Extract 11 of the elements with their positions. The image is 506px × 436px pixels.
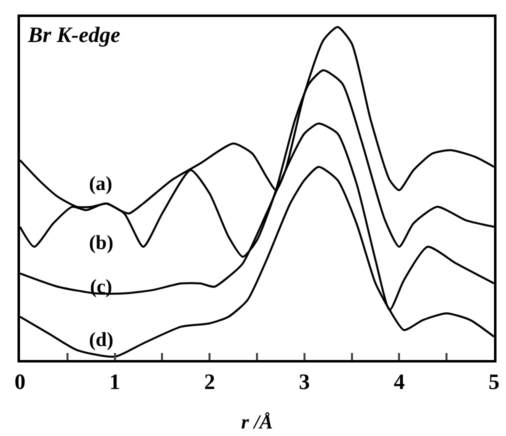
x-tick-label: 1: [109, 368, 120, 394]
series-label: (b): [89, 232, 114, 254]
x-tick-label: 4: [394, 368, 405, 394]
x-tick-label: 2: [204, 368, 216, 394]
x-tick-label: 3: [298, 368, 310, 394]
x-tick-label: 0: [14, 368, 26, 394]
chart-title: Br K-edge: [27, 22, 120, 47]
x-tick-label: 5: [488, 368, 500, 394]
series-label: (d): [89, 329, 114, 351]
series-label: (a): [89, 173, 112, 195]
x-axis-title: r /Å: [241, 412, 273, 434]
